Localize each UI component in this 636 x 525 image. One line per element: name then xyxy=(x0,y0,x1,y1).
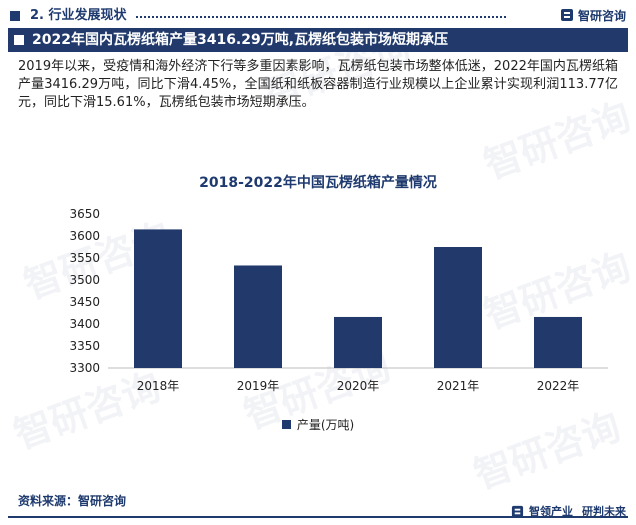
chart-legend: 产量(万吨) xyxy=(0,416,636,433)
x-tick-label: 2020年 xyxy=(337,379,380,393)
section-bullet xyxy=(10,11,20,21)
headline-square-icon xyxy=(14,35,24,45)
body-paragraph: 2019年以来，受疫情和海外经济下行等多重因素影响，瓦楞纸包装市场整体低迷，20… xyxy=(18,59,618,110)
x-tick-label: 2021年 xyxy=(437,379,480,393)
y-tick-label: 3600 xyxy=(69,229,100,243)
watermark: 智研咨询 xyxy=(468,404,627,498)
brand-tagline-2: 研判未来 xyxy=(582,505,626,518)
x-tick-label: 2018年 xyxy=(137,379,180,393)
section-divider xyxy=(136,16,506,18)
brand-name: 智研咨询 xyxy=(577,8,626,23)
bar-5 xyxy=(534,316,582,368)
y-tick-label: 3450 xyxy=(69,295,100,309)
bar-2 xyxy=(234,265,282,368)
y-tick-label: 3350 xyxy=(69,339,100,353)
footer-divider xyxy=(8,516,628,518)
section-title: 2. 行业发展现状 xyxy=(30,8,127,23)
section-header: 2. 行业发展现状 xyxy=(8,6,628,26)
brand-logo-icon xyxy=(511,505,524,517)
y-tick-label: 3500 xyxy=(69,273,100,287)
y-tick-label: 3300 xyxy=(69,361,100,375)
y-tick-label: 3400 xyxy=(69,317,100,331)
x-tick-label: 2022年 xyxy=(537,379,580,393)
legend-swatch xyxy=(281,420,291,429)
y-tick-label: 3550 xyxy=(69,251,100,265)
bar-3 xyxy=(334,316,382,368)
headline-title: 2022年国内瓦楞纸箱产量3416.29万吨,瓦楞纸包装市场短期承压 xyxy=(32,32,449,48)
bar-4 xyxy=(434,247,482,368)
brand-logo-icon xyxy=(560,9,573,21)
chart-title: 2018-2022年中国瓦楞纸箱产量情况 xyxy=(199,175,437,191)
legend-label: 产量(万吨) xyxy=(296,418,355,432)
x-tick-label: 2019年 xyxy=(237,379,280,393)
headline-bar: 2022年国内瓦楞纸箱产量3416.29万吨,瓦楞纸包装市场短期承压 xyxy=(8,28,628,52)
y-tick-label: 3650 xyxy=(69,207,100,221)
bar-chart: 3300 3350 3400 3450 3500 3550 3600 3650 2018年 201… xyxy=(69,207,608,393)
bar-1 xyxy=(134,229,182,368)
source-note: 资料来源：智研咨询 xyxy=(18,494,127,508)
brand-logo-top: 智研咨询 xyxy=(560,6,626,24)
brand-tagline-1: 智领产业 xyxy=(529,505,573,518)
brand-logo-bottom: 智领产业 研判未来 xyxy=(511,503,626,519)
